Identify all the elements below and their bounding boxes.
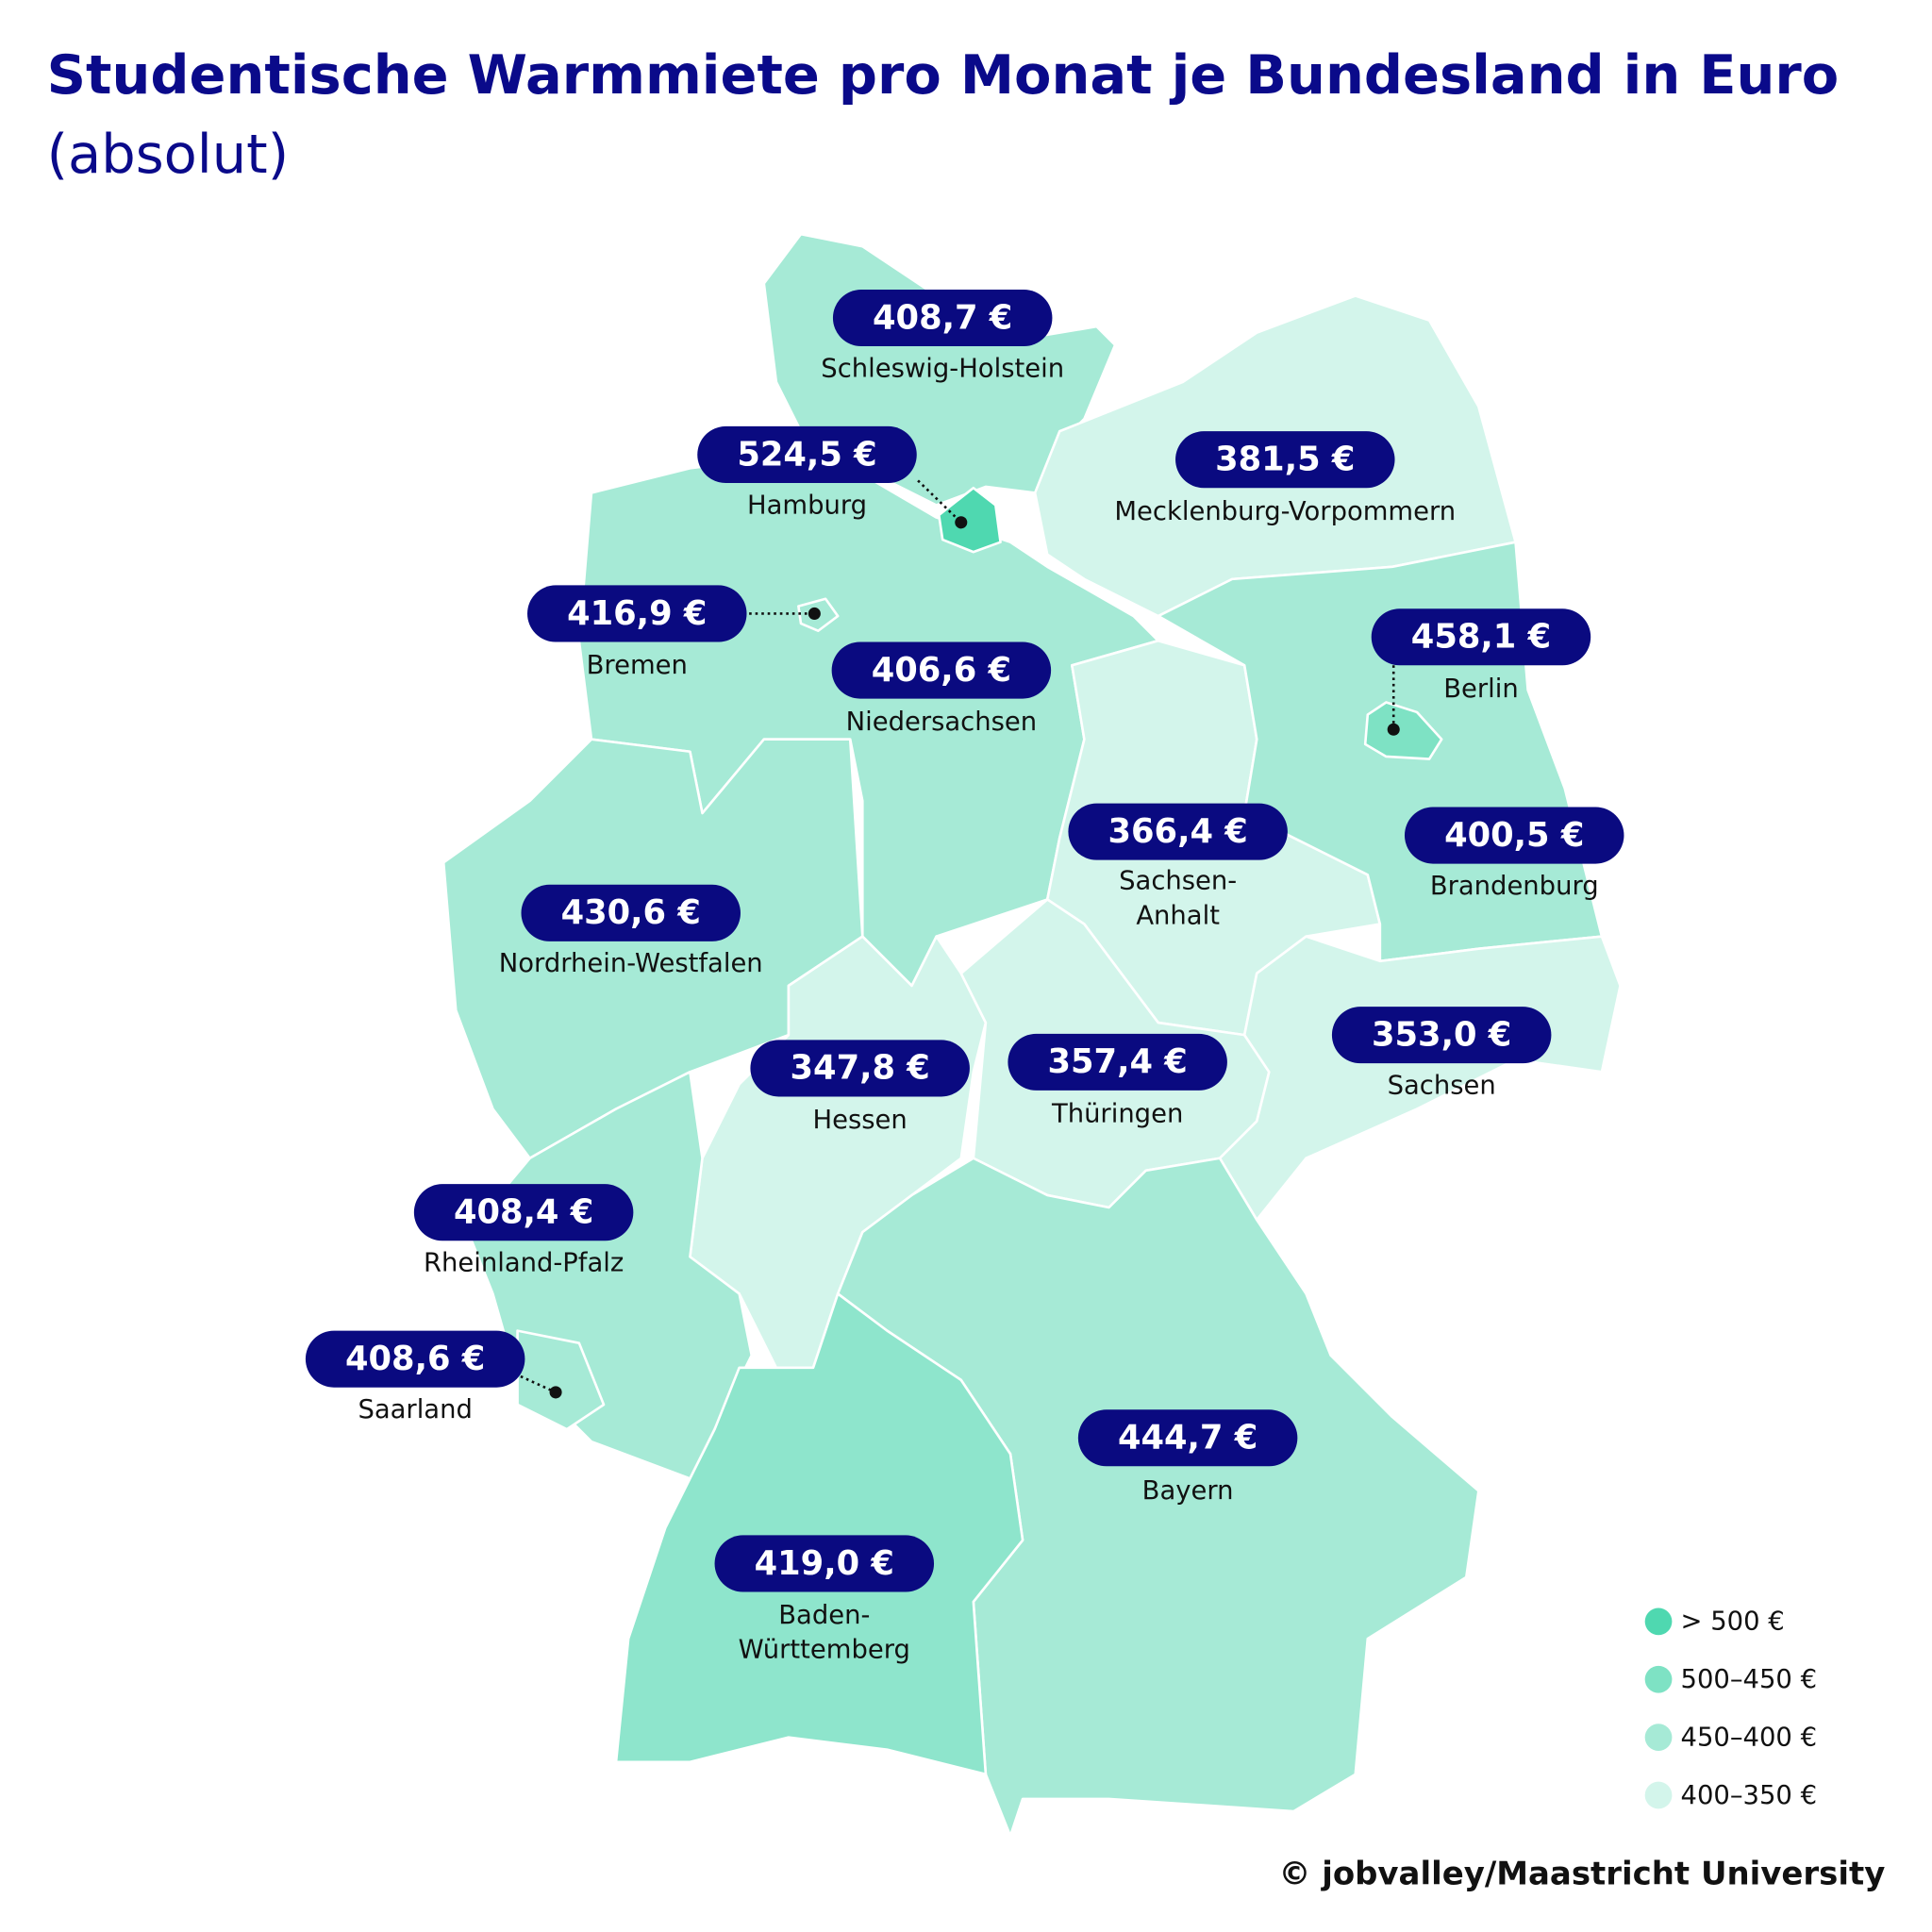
- connector-dot: [808, 607, 821, 620]
- connector-dot: [1387, 723, 1400, 736]
- region-name: Bremen: [587, 651, 688, 680]
- region-name: Brandenburg: [1430, 872, 1599, 901]
- legend-swatch: [1644, 1607, 1673, 1636]
- state-shape: [937, 486, 1002, 554]
- region-name: Sachsen-: [1119, 867, 1237, 896]
- value-label: 524,5 €: [737, 435, 876, 474]
- value-pill: [750, 1040, 970, 1097]
- region-name: Nordrhein-Westfalen: [499, 949, 763, 978]
- value-pill: [1077, 1409, 1298, 1467]
- region-name: Berlin: [1443, 675, 1519, 704]
- subtitle: (absolut): [47, 123, 290, 186]
- region-name: Thüringen: [1051, 1100, 1183, 1129]
- region-name: Württemberg: [739, 1636, 910, 1665]
- value-label: 408,6 €: [345, 1340, 485, 1378]
- value-label: 419,0 €: [755, 1544, 894, 1583]
- value-label: 408,7 €: [873, 298, 1012, 337]
- value-label: 347,8 €: [791, 1049, 930, 1088]
- value-pill: [521, 884, 741, 941]
- value-label: 444,7 €: [1118, 1419, 1257, 1457]
- region-name: Mecklenburg-Vorpommern: [1114, 497, 1456, 526]
- value-pill: [527, 585, 747, 642]
- value-pill: [714, 1535, 935, 1592]
- region-name: Sachsen: [1388, 1072, 1496, 1101]
- legend-label: 500–450 €: [1681, 1665, 1817, 1694]
- connector-dot: [955, 516, 968, 529]
- value-label: 458,1 €: [1411, 618, 1551, 657]
- region-name: Niedersachsen: [846, 708, 1038, 737]
- value-pill: [1008, 1033, 1227, 1091]
- region-name: Schleswig-Holstein: [821, 354, 1064, 383]
- state-shape: [1363, 701, 1443, 760]
- value-label: 430,6 €: [561, 893, 701, 932]
- connector: [514, 1373, 557, 1394]
- value-label: 416,9 €: [567, 594, 707, 633]
- connector-dot: [549, 1386, 562, 1399]
- title: Studentische Warmmiete pro Monat je Bund…: [47, 43, 1840, 107]
- value-label: 381,5 €: [1215, 440, 1355, 478]
- connector: [917, 479, 962, 524]
- region-name: Saarland: [358, 1395, 472, 1424]
- value-label: 366,4 €: [1108, 812, 1247, 851]
- legend-label: 450–400 €: [1681, 1723, 1817, 1752]
- value-label: 406,6 €: [872, 651, 1011, 690]
- source: © jobvalley/Maastricht University: [1278, 1855, 1885, 1892]
- legend-label: 400–350 €: [1681, 1781, 1817, 1810]
- value-pill: [305, 1330, 525, 1388]
- value-label: 408,4 €: [454, 1193, 593, 1232]
- value-pill: [832, 289, 1053, 347]
- region-name: Baden-: [778, 1601, 870, 1630]
- legend-swatch: [1644, 1724, 1673, 1751]
- region-name: Hessen: [813, 1106, 908, 1135]
- state-shape: [516, 1329, 606, 1431]
- legend-label: > 500 €: [1681, 1607, 1785, 1637]
- value-pill: [1331, 1007, 1552, 1064]
- value-pill: [413, 1184, 634, 1241]
- value-pill: [1371, 608, 1591, 666]
- value-label: 357,4 €: [1047, 1042, 1187, 1081]
- legend-swatch: [1644, 1665, 1673, 1693]
- region-name: Hamburg: [747, 491, 867, 520]
- region-name: Bayern: [1142, 1476, 1234, 1506]
- value-pill: [1068, 803, 1288, 860]
- value-label: 353,0 €: [1372, 1015, 1511, 1054]
- value-pill: [831, 641, 1052, 699]
- value-pill: [1404, 807, 1624, 864]
- value-pill: [1175, 431, 1395, 489]
- value-pill: [697, 425, 917, 483]
- state-shape: [614, 1292, 1024, 1776]
- value-label: 400,5 €: [1444, 816, 1584, 855]
- region-name: Rheinland-Pfalz: [424, 1249, 624, 1278]
- legend-swatch: [1644, 1781, 1673, 1809]
- region-name: Anhalt: [1136, 901, 1220, 930]
